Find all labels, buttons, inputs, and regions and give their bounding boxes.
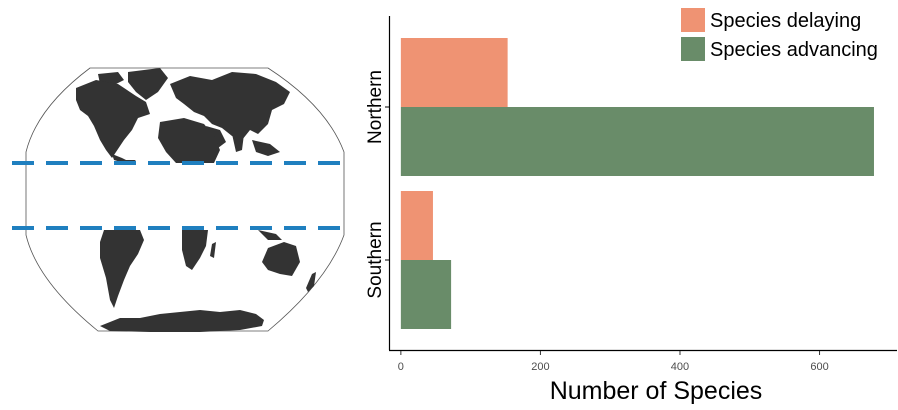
landmass-africa-south [182,230,208,270]
landmass-se-asia [252,140,280,156]
landmass-north-america [76,80,150,158]
bar-group [400,38,874,329]
landmass-indonesia [258,230,282,240]
x-tick-group: 0 200 400 600 [398,351,829,373]
category-tick-group: Northern Southern [365,70,389,299]
bar-chart: Northern Southern 0 200 400 600 Number of Sp… [365,8,897,405]
x-tick-label: 200 [531,361,549,373]
legend-swatch [681,8,705,32]
landmass-new-zealand [306,272,316,292]
x-axis-label: Number of Species [550,377,763,405]
x-tick-label: 600 [810,361,828,373]
landmass-africa-north [158,118,220,163]
x-tick-label: 400 [671,361,689,373]
legend: Species delaying Species advancing [681,8,878,61]
x-tick-label: 0 [398,361,404,373]
landmass-australia [262,242,300,276]
landmass-eurasia [170,72,290,140]
landmass-madagascar [210,242,216,258]
landmass-south-america [100,230,144,308]
landmass-antarctica [100,310,264,332]
bar-southern-species-delaying [400,191,433,260]
world-map-icon [12,67,352,332]
legend-swatch [681,37,705,61]
bar-northern-species-delaying [400,38,508,107]
category-label-northern: Northern [365,70,386,144]
landmass-group [76,68,316,332]
map-outline [25,67,345,332]
legend-label: Species delaying [710,10,861,32]
legend-label: Species advancing [710,39,878,61]
bar-northern-species-advancing [400,107,874,176]
category-label-southern: Southern [365,221,386,298]
bar-southern-species-advancing [400,260,452,329]
landmass-greenland [128,68,168,100]
